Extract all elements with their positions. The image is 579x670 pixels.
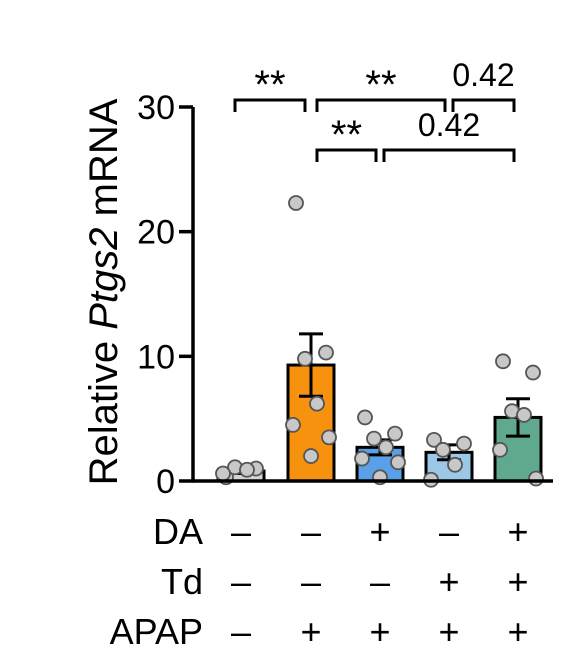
treatment-sign-1-3: + xyxy=(438,561,459,602)
treatment-sign-2-3: + xyxy=(438,611,459,652)
data-point-4-1 xyxy=(525,364,541,381)
data-point-3-1 xyxy=(456,435,472,452)
y-tick-label-1: 10 xyxy=(137,338,175,376)
data-point-1-0 xyxy=(288,195,304,211)
treatment-sign-0-2: + xyxy=(369,511,390,552)
y-axis: 0 10 20 30 xyxy=(137,89,553,501)
data-point-1-6 xyxy=(303,448,319,464)
treatment-sign-2-2: + xyxy=(369,611,390,652)
treatment-sign-1-4: + xyxy=(507,561,528,602)
data-point-3-2 xyxy=(435,441,451,458)
significance-bracket-2 xyxy=(451,98,516,112)
data-point-0-4 xyxy=(215,465,231,482)
treatment-sign-2-0: – xyxy=(231,611,251,652)
y-tick-label-0: 0 xyxy=(156,463,175,501)
data-point-4-5 xyxy=(528,470,544,487)
data-point-0-3 xyxy=(239,461,255,478)
treatment-sign-0-4: + xyxy=(507,511,528,552)
data-point-2-4 xyxy=(354,450,370,467)
significance-bracket-1 xyxy=(315,98,447,112)
plot-area xyxy=(215,195,544,488)
data-point-2-2 xyxy=(366,430,382,447)
data-point-4-3 xyxy=(516,407,532,423)
data-point-2-0 xyxy=(357,409,373,426)
treatment-sign-1-0: – xyxy=(231,561,251,602)
data-point-2-1 xyxy=(387,425,403,442)
treatment-sign-0-0: – xyxy=(231,511,251,552)
y-axis-label-gene: Ptgs2 xyxy=(82,227,126,329)
data-point-4-4 xyxy=(492,441,508,458)
data-point-1-2 xyxy=(297,350,313,367)
data-point-3-0 xyxy=(426,431,442,448)
significance-label-1: ** xyxy=(365,63,396,107)
y-tick-label-3: 30 xyxy=(137,89,175,127)
treatment-label-2: APAP xyxy=(110,611,203,652)
treatment-sign-2-4: + xyxy=(507,611,528,652)
data-point-1-3 xyxy=(309,395,325,412)
data-point-3-3 xyxy=(447,456,463,473)
significance-label-3: ** xyxy=(331,113,362,157)
y-axis-label-prefix: Relative xyxy=(82,330,126,486)
data-point-1-4 xyxy=(285,416,301,433)
significance-bracket-4 xyxy=(382,148,516,162)
data-point-1-5 xyxy=(321,429,337,446)
significance-label-4: 0.42 xyxy=(418,107,480,143)
treatment-sign-1-1: – xyxy=(301,561,321,602)
data-point-2-3 xyxy=(378,439,394,456)
y-tick-label-2: 20 xyxy=(137,214,175,252)
significance-label-0: ** xyxy=(254,63,285,107)
data-point-4-0 xyxy=(495,353,511,370)
significance-brackets: ** ** 0.42** 0.42 xyxy=(233,57,516,162)
significance-bracket-0 xyxy=(233,98,307,112)
treatment-label-0: DA xyxy=(153,511,203,552)
treatment-sign-0-1: – xyxy=(301,511,321,552)
data-point-1-1 xyxy=(318,344,334,361)
treatment-label-1: Td xyxy=(161,561,203,602)
treatment-sign-1-2: – xyxy=(370,561,390,602)
y-axis-label-suffix: mRNA xyxy=(82,98,126,227)
treatment-sign-0-3: – xyxy=(439,511,459,552)
significance-label-2: 0.42 xyxy=(452,57,514,93)
significance-bracket-3 xyxy=(315,148,378,162)
data-point-2-5 xyxy=(390,454,406,471)
treatment-table: DA – – + – +Td – – – + +APAP – + + + + xyxy=(110,511,529,652)
y-axis-label: Relative Ptgs2 mRNA xyxy=(82,98,126,485)
treatment-sign-2-1: + xyxy=(300,611,321,652)
